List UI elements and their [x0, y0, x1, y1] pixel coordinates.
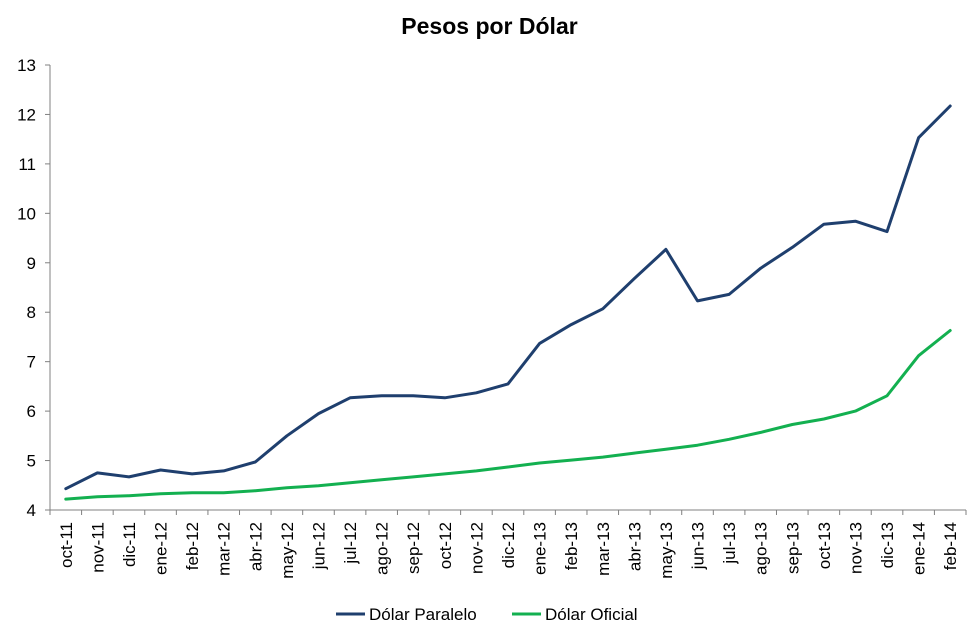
x-tick-label: feb-14: [941, 522, 960, 570]
chart-axes: [49, 65, 966, 511]
chart-title: Pesos por Dólar: [401, 13, 578, 39]
x-tick-label: mar-12: [215, 522, 234, 576]
x-tick-label: ago-12: [373, 522, 392, 575]
x-tick-label: oct-12: [436, 522, 455, 569]
x-tick-label: ene-13: [531, 522, 550, 575]
x-tick-label: may-13: [657, 522, 676, 579]
x-tick-label: dic-13: [878, 522, 897, 568]
y-axis-ticks: 4 5 6 7 8 9 10 11 12 13: [17, 56, 50, 520]
series-line-dolar-paralelo: [64, 104, 952, 491]
x-axis-ticks: oct-11 nov-11 dic-11 ene-12 feb-12 mar-12 abr-…: [49, 510, 967, 579]
series-lines: [64, 104, 952, 501]
y-tick-label: 4: [27, 501, 36, 520]
x-tick-label: feb-12: [183, 522, 202, 570]
x-tick-label: jul-12: [341, 522, 360, 565]
x-tick-label: oct-11: [57, 522, 76, 568]
x-tick-label: ago-13: [752, 522, 771, 575]
x-tick-label: nov-13: [846, 522, 865, 574]
x-tick-label: jul-13: [720, 522, 739, 565]
legend: Dólar Paralelo Dólar Oficial: [336, 605, 638, 624]
x-tick-label: dic-11: [120, 522, 139, 567]
y-tick-label: 13: [17, 56, 36, 75]
y-tick-label: 7: [27, 353, 36, 372]
x-tick-label: dic-12: [499, 522, 518, 568]
y-tick-label: 5: [27, 452, 36, 471]
x-tick-label: ene-12: [152, 522, 171, 575]
y-tick-label: 12: [17, 105, 36, 124]
x-tick-label: abr-13: [625, 522, 644, 571]
x-tick-label: may-12: [278, 522, 297, 579]
y-tick-label: 6: [27, 402, 36, 421]
x-tick-label: nov-11: [88, 522, 107, 573]
x-tick-label: jun-13: [689, 522, 708, 570]
x-tick-label: jun-12: [309, 522, 328, 570]
x-tick-label: feb-13: [562, 522, 581, 570]
x-tick-label: abr-12: [246, 522, 265, 571]
x-tick-label: sep-13: [783, 522, 802, 574]
x-tick-label: nov-12: [467, 522, 486, 574]
legend-label: Dólar Oficial: [545, 605, 638, 624]
series-line-dolar-oficial: [64, 329, 952, 501]
y-tick-label: 10: [17, 204, 36, 223]
x-tick-label: sep-12: [404, 522, 423, 574]
x-tick-label: mar-13: [594, 522, 613, 576]
y-tick-label: 11: [18, 155, 36, 174]
x-tick-label: ene-14: [910, 522, 929, 575]
legend-label: Dólar Paralelo: [369, 605, 477, 624]
y-tick-label: 8: [27, 303, 36, 322]
x-tick-label: oct-13: [815, 522, 834, 569]
y-tick-label: 9: [27, 254, 36, 273]
